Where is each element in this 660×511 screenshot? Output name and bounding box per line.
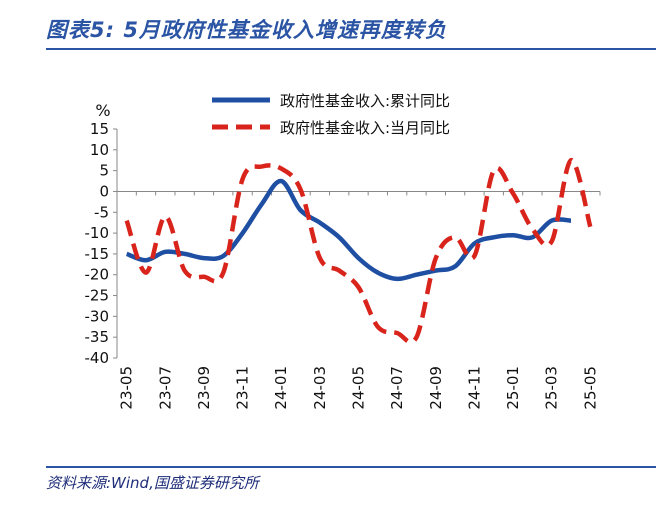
x-tick-label: 24-01 <box>272 366 290 410</box>
y-tick-label: 15 <box>90 120 109 138</box>
legend-label: 政府性基金收入:累计同比 <box>280 92 450 110</box>
y-tick-label: -40 <box>85 349 110 367</box>
x-tick-label: 24-09 <box>427 366 445 410</box>
y-tick-label: -5 <box>94 203 109 221</box>
y-tick-label: -35 <box>85 328 110 346</box>
title-rule <box>46 48 656 50</box>
x-tick-label: 24-07 <box>388 366 406 410</box>
x-tick-label: 23-09 <box>195 366 213 410</box>
chart-lines <box>124 157 593 345</box>
source-rule <box>46 466 656 468</box>
x-tick-label: 24-11 <box>465 366 483 410</box>
y-tick-label: -15 <box>85 245 110 263</box>
y-tick-label: 10 <box>90 141 109 159</box>
x-tick-label: 23-07 <box>156 366 174 410</box>
y-tick-label: 0 <box>99 182 109 200</box>
legend-label: 政府性基金收入:当月同比 <box>280 119 450 137</box>
figure-source: 资料来源:Wind,国盛证券研究所 <box>46 474 259 492</box>
x-tick-label: 23-11 <box>234 366 252 410</box>
y-tick-label: -25 <box>85 287 110 305</box>
y-tick-label: -30 <box>85 307 110 325</box>
x-tick-label: 25-01 <box>504 366 522 410</box>
y-tick-label: -20 <box>85 266 110 284</box>
chart-axes: 15 10 5 0 -5 -10 -15 -20 -25 -30 -35 -40% 23-05 23-07… <box>85 101 601 410</box>
series-line-monthly-yoy <box>124 157 593 345</box>
x-tick-label: 25-03 <box>543 366 561 410</box>
x-tick-label: 24-05 <box>350 366 368 410</box>
y-tick-label: 5 <box>99 162 109 180</box>
x-tick-label: 24-03 <box>311 366 329 410</box>
y-tick-label: -10 <box>85 224 110 242</box>
series-line-cumulative-yoy <box>125 178 572 282</box>
x-tick-label: 25-05 <box>581 366 599 410</box>
x-tick-label: 23-05 <box>118 366 136 410</box>
figure-title: 图表5: 5月政府性基金收入增速再度转负 <box>46 18 447 42</box>
y-axis-unit: % <box>95 101 110 120</box>
line-chart: 15 10 5 0 -5 -10 -15 -20 -25 -30 -35 -40% 23-05 23-07… <box>85 92 601 410</box>
